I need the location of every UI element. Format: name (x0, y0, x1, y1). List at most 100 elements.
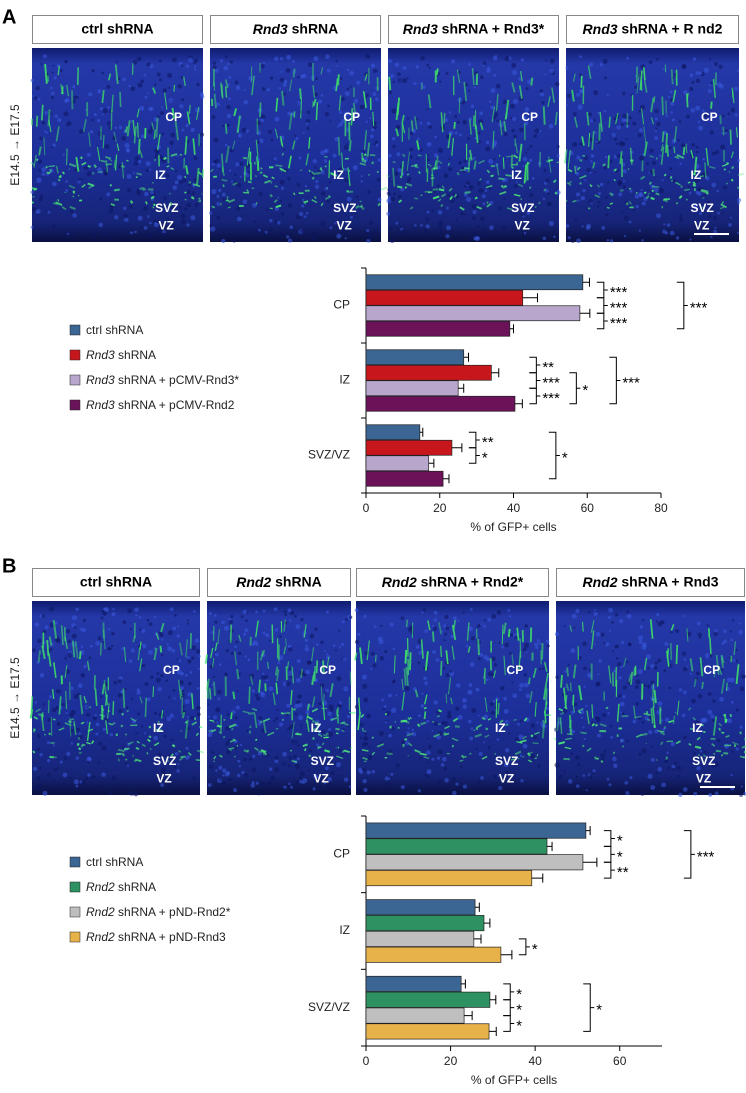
nucleus (426, 153, 430, 157)
nucleus (329, 760, 333, 764)
neuron-fiber (651, 185, 660, 188)
nucleus (84, 165, 89, 170)
nucleus (668, 663, 673, 668)
nucleus (695, 671, 700, 676)
neuron-fiber (315, 660, 318, 674)
neuron-fiber (114, 154, 118, 171)
nucleus (497, 774, 500, 778)
neuron-fiber (564, 149, 568, 164)
nucleus (392, 647, 396, 651)
neuron-fiber (640, 175, 646, 180)
neuron-fiber (38, 146, 42, 156)
nucleus (713, 229, 718, 234)
nucleus (147, 233, 153, 239)
nucleus (162, 230, 166, 234)
neuron-fiber (243, 191, 250, 194)
neuron-fiber (404, 738, 408, 741)
nucleus (123, 213, 129, 219)
nucleus (730, 773, 733, 777)
nucleus (186, 715, 189, 719)
neuron-fiber (80, 721, 85, 725)
nucleus (121, 136, 127, 141)
neuron-fiber (369, 153, 376, 157)
neuron-fiber (112, 722, 116, 725)
nucleus (656, 57, 659, 61)
nucleus (548, 220, 555, 227)
nucleus (132, 59, 138, 65)
nucleus (528, 158, 533, 163)
neuron-fiber (530, 734, 534, 738)
nucleus (571, 729, 576, 734)
nucleus (51, 92, 55, 96)
nucleus (116, 60, 119, 64)
nucleus (363, 614, 367, 618)
neuron-fiber (515, 143, 519, 154)
nucleus (193, 61, 196, 65)
nucleus (711, 151, 716, 156)
nucleus (523, 642, 530, 648)
nucleus (702, 157, 706, 161)
neuron-fiber (251, 75, 255, 96)
nucleus (168, 753, 172, 758)
neuron-fiber (718, 722, 723, 727)
nucleus (71, 99, 76, 104)
neuron-fiber (401, 678, 404, 691)
nucleus (302, 131, 305, 134)
neuron-fiber (554, 112, 558, 126)
neuron-fiber (503, 655, 506, 676)
neuron-fiber (684, 188, 690, 192)
nucleus (215, 769, 218, 772)
nucleus (668, 686, 672, 690)
nucleus (431, 624, 435, 628)
nucleus (355, 195, 359, 199)
neuron-fiber (152, 87, 157, 94)
nucleus (260, 64, 265, 69)
neuron-fiber (366, 142, 371, 157)
nucleus (53, 76, 57, 80)
nucleus (370, 651, 375, 656)
nucleus (579, 709, 585, 715)
nucleus (445, 626, 450, 631)
title-box (32, 568, 200, 597)
nucleus (724, 131, 728, 135)
nucleus (96, 118, 101, 123)
neuron-fiber (361, 157, 365, 161)
neuron-fiber (69, 205, 76, 211)
nucleus (273, 607, 278, 612)
nucleus (343, 111, 349, 117)
neuron-fiber (153, 647, 158, 661)
bar (365, 838, 548, 855)
nucleus (554, 81, 560, 87)
nucleus (698, 788, 702, 793)
nucleus (34, 622, 40, 627)
bar (365, 822, 587, 839)
neuron-fiber (153, 742, 160, 747)
nucleus (503, 696, 508, 701)
nucleus (397, 194, 402, 199)
nucleus (342, 728, 345, 731)
nucleus (277, 196, 280, 199)
neuron-fiber (132, 120, 136, 136)
nucleus (635, 679, 641, 685)
neuron-fiber (545, 688, 548, 706)
nucleus (239, 175, 242, 178)
nucleus (493, 115, 497, 120)
neuron-fiber (538, 201, 541, 205)
nucleus (401, 740, 405, 744)
neuron-fiber (456, 171, 460, 176)
neuron-fiber (668, 720, 674, 724)
neuron-fiber (606, 206, 610, 209)
nucleus (716, 82, 722, 88)
neuron-fiber (552, 179, 557, 184)
nucleus (483, 624, 487, 628)
neuron-fiber (87, 165, 92, 168)
nucleus (327, 777, 332, 782)
nucleus (219, 58, 224, 63)
nucleus (369, 134, 374, 139)
neuron-fiber (605, 706, 609, 710)
zone-label: CP (343, 110, 360, 124)
nucleus (292, 743, 297, 749)
x-tick-label: 60 (613, 1054, 627, 1068)
nucleus (180, 219, 186, 225)
